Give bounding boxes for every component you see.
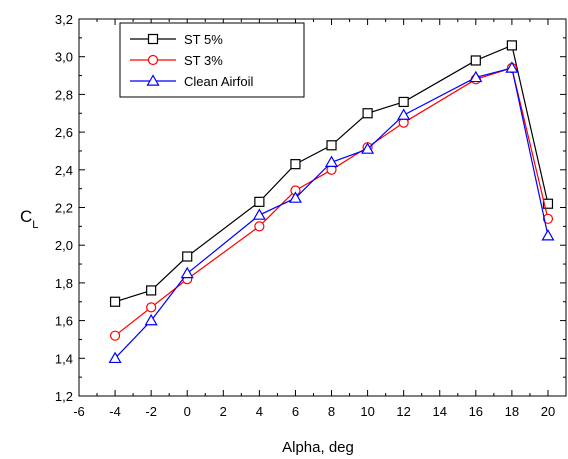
legend-marker [147, 54, 159, 66]
y-tick-label: 3,2 [55, 12, 73, 27]
series-0 [109, 40, 554, 307]
y-tick-label: 2,2 [55, 201, 73, 216]
ticks: -6 -4 -2 0 2 4 6 8 10 12 14 16 18 20 1,2 1,4 1,6 1,8 2,0 2,… [55, 12, 566, 419]
y-tick-label: 2,6 [55, 125, 73, 140]
x-tick-label: -2 [145, 404, 157, 419]
x-tick-label: 4 [256, 404, 263, 419]
x-tick-label: 14 [433, 404, 447, 419]
x-tick-label: -4 [109, 404, 121, 419]
x-tick-label: 16 [469, 404, 483, 419]
data-point [180, 266, 194, 279]
data-point [254, 221, 265, 232]
data-point [288, 191, 302, 203]
data-point [254, 196, 265, 207]
y-tick-label: 2,4 [55, 163, 73, 178]
legend-marker [147, 33, 159, 45]
x-tick-label: 8 [328, 404, 335, 419]
data-point [362, 108, 373, 119]
data-point [506, 40, 517, 51]
x-axis-label: Alpha, deg [282, 439, 354, 456]
series-2 [108, 61, 555, 364]
data-point [541, 229, 555, 241]
series-line [114, 67, 549, 359]
data-point [505, 61, 519, 73]
data-point [361, 142, 375, 154]
legend-entry: ST 5% [184, 32, 223, 47]
data-point [326, 140, 337, 151]
legend: ST 5% ST 3% Clean Airfoil [119, 22, 305, 98]
data-point [109, 330, 121, 341]
legend-entry: Clean Airfoil [184, 74, 253, 89]
data-point [290, 159, 301, 170]
data-point [108, 351, 122, 364]
x-tick-label: 12 [396, 404, 410, 419]
y-tick-label: 3,0 [55, 50, 73, 65]
x-tick-label: 18 [505, 404, 519, 419]
x-tick-label: 10 [360, 404, 374, 419]
data-point [542, 213, 554, 224]
data-point [146, 285, 157, 296]
x-tick-label: 2 [220, 404, 227, 419]
y-tick-label: 1,2 [55, 389, 73, 404]
data-point [324, 155, 339, 167]
y-tick-label: 1,6 [55, 314, 73, 329]
y-axis-label: CL [20, 207, 38, 231]
y-axis-label-main: C [20, 207, 32, 226]
data-point [542, 198, 554, 209]
series-layer [108, 40, 555, 364]
legend-entry: ST 3% [184, 53, 223, 68]
data-point [470, 55, 481, 66]
x-tick-label: -6 [73, 404, 85, 419]
data-point [144, 313, 158, 326]
data-point [182, 251, 193, 262]
x-tick-label: 0 [184, 404, 191, 419]
y-axis-label-sub: L [32, 219, 38, 231]
y-tick-label: 2,0 [55, 238, 73, 253]
y-tick-label: 2,8 [55, 87, 73, 102]
x-tick-label: 6 [292, 404, 299, 419]
series-line [114, 67, 549, 337]
data-point [252, 208, 266, 220]
x-tick-label: 20 [541, 404, 555, 419]
data-point [146, 302, 157, 313]
data-point [109, 296, 121, 307]
data-point [469, 70, 483, 83]
y-tick-label: 1,4 [55, 351, 73, 366]
data-point [397, 108, 411, 120]
y-tick-label: 1,8 [55, 276, 73, 291]
series-1 [109, 62, 554, 341]
data-point [398, 96, 409, 108]
legend-marker [146, 74, 160, 86]
